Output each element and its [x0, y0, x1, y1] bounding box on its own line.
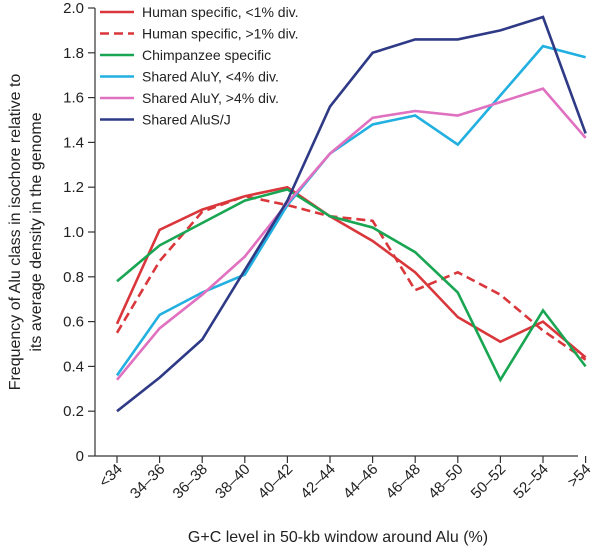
series-lines — [115, 15, 587, 413]
series-line-1 — [115, 194, 587, 361]
legend-label-3: Shared AluY, <4% div. — [142, 69, 279, 85]
x-axis-title: G+C level in 50-kb window around Alu (%) — [188, 529, 488, 546]
x-tick-label: 48–50 — [425, 461, 467, 503]
x-ticks: <34 34–36 36–38 38–40 40–42 42–44 44–46 46–48 48… — [96, 456, 594, 503]
series-line-0 — [115, 185, 587, 359]
legend: Human specific, <1% div. Human specific, … — [100, 4, 299, 128]
y-axis-title-line: its average density in the genome — [28, 112, 45, 351]
y-ticks: 0 0.2 0.4 0.6 0.8 1.0 1.2 1.4 1.6 1.8 2.0 — [63, 0, 95, 465]
x-tick-label: 52–54 — [510, 461, 552, 503]
series-line-2 — [116, 187, 587, 383]
legend-label-5: Shared AluS/J — [142, 112, 231, 128]
y-tick-label: 0.4 — [63, 358, 84, 375]
x-tick-label: 38–40 — [212, 461, 254, 503]
y-tick-label: 0 — [76, 448, 84, 465]
series-line-5 — [116, 15, 587, 413]
y-axis-title-line: Frequency of Alu class in isochore relat… — [7, 74, 24, 391]
x-tick-label: 40–42 — [255, 461, 297, 503]
y-tick-label: 0.8 — [63, 269, 84, 286]
x-tick-label: <34 — [96, 461, 126, 491]
y-tick-label: 1.4 — [63, 134, 84, 151]
x-tick-label: 44–46 — [340, 461, 382, 503]
x-tick-label: 50–52 — [468, 461, 510, 503]
y-tick-label: 0.2 — [63, 403, 84, 420]
legend-label-2: Chimpanzee specific — [142, 47, 271, 63]
x-tick-label: 42–44 — [297, 461, 339, 503]
x-tick-label: 46–48 — [383, 461, 425, 503]
y-tick-label: 1.0 — [63, 224, 84, 241]
y-tick-label: 1.8 — [63, 45, 84, 62]
legend-label-1: Human specific, >1% div. — [142, 26, 299, 42]
legend-label-0: Human specific, <1% div. — [142, 4, 299, 20]
x-tick-label: >54 — [564, 461, 594, 491]
y-tick-label: 0.6 — [63, 314, 84, 331]
y-tick-label: 1.6 — [63, 90, 84, 107]
y-axis-title: Frequency of Alu class in isochore relat… — [7, 74, 45, 391]
x-tick-label: 36–38 — [170, 461, 212, 503]
series-line-3 — [115, 44, 586, 377]
x-tick-label: 34–36 — [127, 461, 169, 503]
series-line-4 — [115, 87, 587, 381]
y-tick-label: 2.0 — [63, 0, 84, 17]
legend-label-4: Shared AluY, >4% div. — [142, 90, 279, 106]
y-tick-label: 1.2 — [63, 179, 84, 196]
